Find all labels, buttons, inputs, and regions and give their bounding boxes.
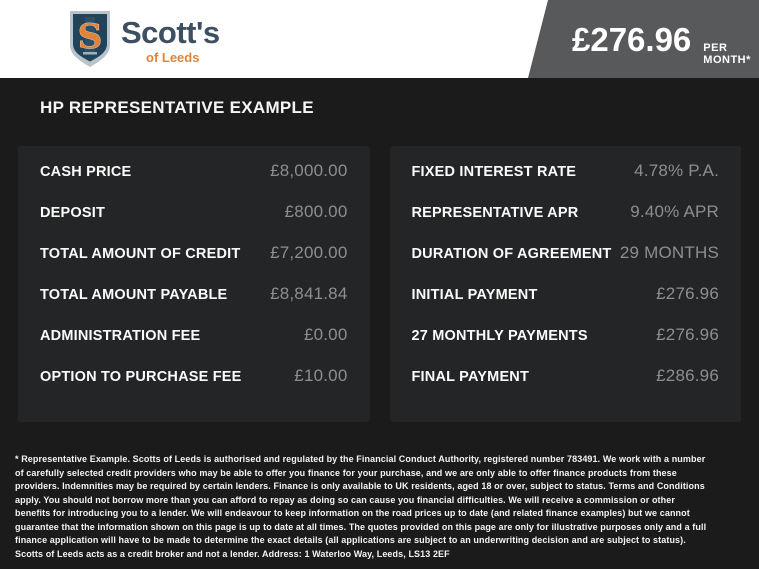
brand-wordmark: Scott's of Leeds — [121, 9, 220, 65]
row-value: £8,000.00 — [270, 161, 348, 180]
monthly-price-banner: £276.96 PER MONTH* — [528, 0, 759, 78]
row-value: £0.00 — [303, 325, 348, 344]
monthly-price: £276.96 — [572, 21, 692, 58]
row-label: 27 MONTHLY PAYMENTS — [411, 328, 588, 344]
row-value: £276.96 — [656, 284, 719, 303]
table-row: CASH PRICE £8,000.00 — [40, 161, 348, 202]
monthly-price-suffix: PER MONTH* — [703, 42, 751, 66]
header: S Scott's of Leeds £276.96 PER MONTH* — [0, 0, 759, 78]
row-label: FIXED INTEREST RATE — [411, 164, 577, 180]
finance-body: HP REPRESENTATIVE EXAMPLE CASH PRICE £8,… — [0, 78, 759, 569]
row-label: ADMINISTRATION FEE — [40, 328, 201, 344]
table-row: OPTION TO PURCHASE FEE £10.00 — [40, 366, 348, 407]
row-value: £286.96 — [656, 366, 719, 385]
row-label: DEPOSIT — [40, 205, 106, 221]
row-label: TOTAL AMOUNT OF CREDIT — [40, 246, 241, 262]
row-value: £10.00 — [294, 366, 348, 385]
legal-disclaimer: * Representative Example. Scotts of Leed… — [15, 454, 707, 559]
row-label: CASH PRICE — [40, 164, 132, 180]
table-row: FINAL PAYMENT £286.96 — [412, 366, 720, 407]
table-row: 27 MONTHLY PAYMENTS £276.96 — [412, 325, 720, 366]
row-value: 29 MONTHS — [619, 243, 719, 262]
row-value: 9.40% APR — [630, 202, 719, 221]
table-row: TOTAL AMOUNT OF CREDIT £7,200.00 — [40, 243, 348, 284]
brand-shield-icon: S — [70, 11, 110, 67]
table-row: DURATION OF AGREEMENT 29 MONTHS — [412, 243, 720, 284]
table-row: TOTAL AMOUNT PAYABLE £8,841.84 — [40, 284, 348, 325]
table-row: ADMINISTRATION FEE £0.00 — [40, 325, 348, 366]
table-row: INITIAL PAYMENT £276.96 — [412, 284, 720, 325]
table-row: FIXED INTEREST RATE 4.78% P.A. — [412, 161, 720, 202]
row-label: OPTION TO PURCHASE FEE — [40, 369, 242, 385]
finance-panels: CASH PRICE £8,000.00 DEPOSIT £800.00 TOT… — [18, 146, 741, 422]
row-value: £7,200.00 — [270, 243, 348, 262]
row-label: FINAL PAYMENT — [411, 369, 530, 385]
table-row: DEPOSIT £800.00 — [40, 202, 348, 243]
row-label: TOTAL AMOUNT PAYABLE — [40, 287, 228, 303]
finance-panel-right: FIXED INTEREST RATE 4.78% P.A. REPRESENT… — [389, 146, 741, 422]
table-row: REPRESENTATIVE APR 9.40% APR — [412, 202, 720, 243]
brand-monogram: S — [78, 17, 103, 57]
finance-panel-left: CASH PRICE £8,000.00 DEPOSIT £800.00 TOT… — [18, 146, 370, 422]
row-value: £276.96 — [656, 325, 719, 344]
page-title: HP REPRESENTATIVE EXAMPLE — [40, 98, 314, 117]
row-value: £800.00 — [284, 202, 348, 221]
row-value: 4.78% P.A. — [634, 161, 719, 180]
brand-name: Scott's — [121, 15, 220, 50]
brand-tagline: of Leeds — [146, 50, 200, 65]
brand-logo: S Scott's of Leeds — [68, 9, 220, 69]
row-label: REPRESENTATIVE APR — [411, 205, 579, 221]
row-label: DURATION OF AGREEMENT — [411, 246, 612, 262]
row-label: INITIAL PAYMENT — [411, 287, 538, 303]
row-value: £8,841.84 — [270, 284, 348, 303]
